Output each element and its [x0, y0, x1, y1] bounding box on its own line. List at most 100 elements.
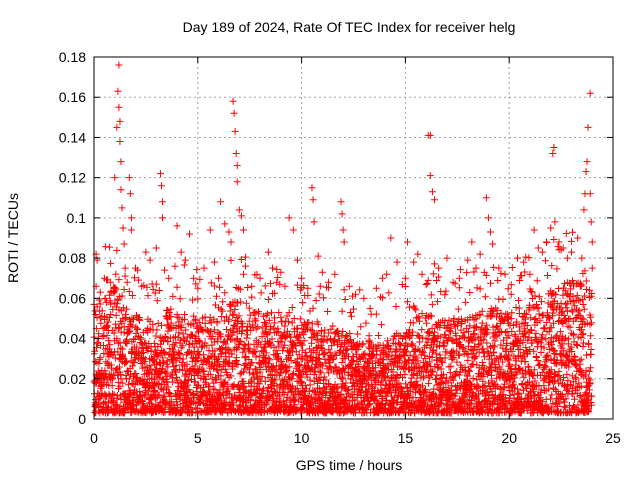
data-point [438, 359, 446, 367]
data-point [588, 401, 596, 409]
data-point [368, 352, 376, 360]
data-point [487, 228, 495, 236]
data-point [298, 341, 306, 349]
data-point [330, 367, 338, 375]
data-point [102, 298, 110, 306]
data-point [107, 259, 115, 267]
data-point [449, 278, 457, 286]
data-point [582, 286, 590, 294]
data-point [309, 304, 317, 312]
data-point [323, 409, 331, 417]
data-point [210, 282, 218, 290]
data-point [280, 390, 288, 398]
data-point [101, 398, 109, 406]
data-point [104, 318, 112, 326]
data-point [256, 368, 264, 376]
data-point [126, 387, 134, 395]
data-point [575, 365, 583, 373]
data-point [101, 294, 109, 302]
data-point [469, 360, 477, 368]
data-point [222, 326, 230, 334]
data-point [389, 403, 397, 411]
data-point [550, 346, 558, 354]
data-point [201, 319, 209, 327]
data-point [579, 342, 587, 350]
data-point [435, 273, 443, 281]
data-point [563, 353, 571, 361]
data-point [113, 300, 121, 308]
data-point [588, 289, 596, 297]
data-point [179, 366, 187, 374]
data-point [543, 352, 551, 360]
data-point [306, 381, 314, 389]
data-point [362, 319, 370, 327]
data-point [256, 274, 264, 282]
data-point [563, 254, 571, 262]
data-point [528, 370, 536, 378]
data-point [282, 363, 290, 371]
data-point [576, 391, 584, 399]
data-point [403, 348, 411, 356]
data-point [421, 398, 429, 406]
data-point [347, 375, 355, 383]
data-point [130, 359, 138, 367]
data-point [580, 206, 588, 214]
data-point [325, 278, 333, 286]
data-point [550, 289, 558, 297]
data-point [530, 347, 538, 355]
data-point [273, 350, 281, 358]
data-point [123, 305, 131, 313]
data-point [329, 322, 337, 330]
data-point [577, 382, 585, 390]
data-point [414, 345, 422, 353]
data-point [491, 337, 499, 345]
data-point [418, 310, 426, 318]
data-point [466, 322, 474, 330]
data-point [588, 264, 596, 272]
data-point [207, 279, 215, 287]
data-point [579, 315, 587, 323]
data-point [317, 328, 325, 336]
data-point [540, 382, 548, 390]
data-point [581, 292, 589, 300]
data-point [226, 347, 234, 355]
data-point [522, 253, 530, 261]
data-point [347, 312, 355, 320]
data-point [167, 305, 175, 313]
data-point [246, 396, 254, 404]
data-point [302, 323, 310, 331]
data-point [482, 194, 490, 202]
data-point [244, 284, 252, 292]
data-point [567, 381, 575, 389]
data-point [485, 355, 493, 363]
data-point [521, 268, 529, 276]
data-point [297, 354, 305, 362]
data-point [115, 276, 123, 284]
data-point [530, 366, 538, 374]
data-point [507, 315, 515, 323]
data-point [350, 305, 357, 313]
data-point [177, 391, 185, 399]
data-point [152, 280, 160, 288]
data-point [586, 190, 594, 198]
data-point [105, 314, 113, 322]
data-point [328, 342, 336, 350]
data-point [101, 391, 109, 399]
data-point [112, 285, 120, 293]
data-point [110, 329, 118, 337]
data-point [117, 186, 125, 194]
y-tick-label: 0.04 [59, 331, 86, 347]
data-point [478, 307, 486, 315]
data-point [582, 168, 590, 176]
data-point [441, 354, 449, 362]
data-point [356, 286, 364, 294]
data-point [418, 382, 426, 390]
data-point [503, 313, 511, 321]
data-point [245, 365, 253, 373]
data-point [327, 325, 335, 333]
data-point [521, 309, 529, 317]
data-point [190, 274, 198, 282]
data-point [569, 402, 577, 410]
data-point [331, 270, 339, 278]
data-point [525, 254, 533, 262]
